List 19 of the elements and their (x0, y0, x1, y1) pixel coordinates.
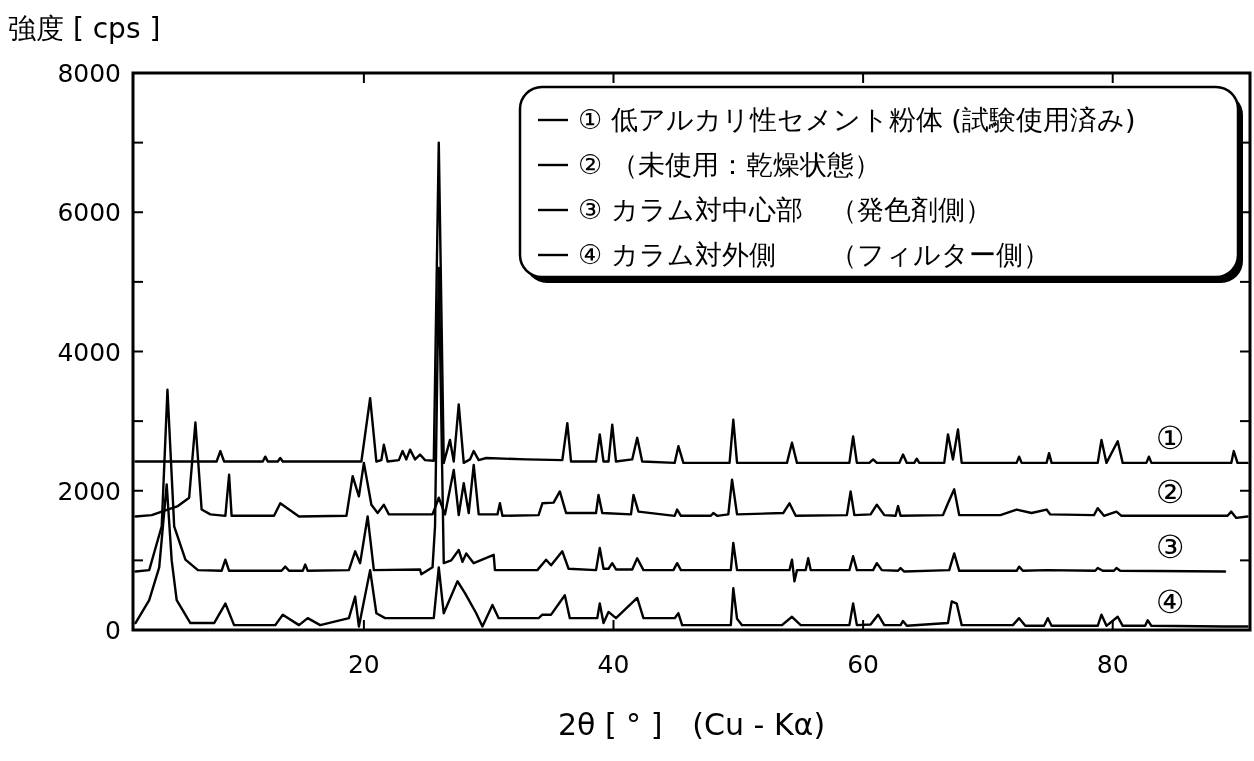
y-tick-label: 0 (105, 616, 121, 645)
legend-label: ② （未使用：乾燥状態） (578, 149, 881, 180)
annotation: ③ (1155, 527, 1185, 566)
y-tick-label: 8000 (57, 59, 121, 88)
x-tick-label: 80 (1096, 650, 1129, 679)
y-axis-title: 強度 [ cps ] (8, 12, 161, 45)
x-tick-label: 60 (847, 650, 880, 679)
annotation: ④ (1155, 582, 1185, 621)
legend-label: ① 低アルカリ性セメント粉体 (試験使用済み) (578, 104, 1136, 135)
x-tick-label: 40 (597, 650, 630, 679)
y-tick-label: 4000 (57, 337, 121, 367)
annotation: ① (1155, 418, 1185, 457)
y-tick-label: 6000 (57, 198, 121, 228)
legend-label: ③ カラム対中心部 （発色剤側） (578, 194, 992, 225)
x-axis-title: 2θ [ ° ] (Cu - Kα) (557, 707, 826, 742)
x-tick-label: 20 (347, 650, 380, 679)
annotation: ② (1155, 472, 1185, 511)
y-tick-label: 2000 (57, 476, 121, 506)
legend-label: ④ カラム対外側 （フィルター側） (578, 239, 1050, 270)
